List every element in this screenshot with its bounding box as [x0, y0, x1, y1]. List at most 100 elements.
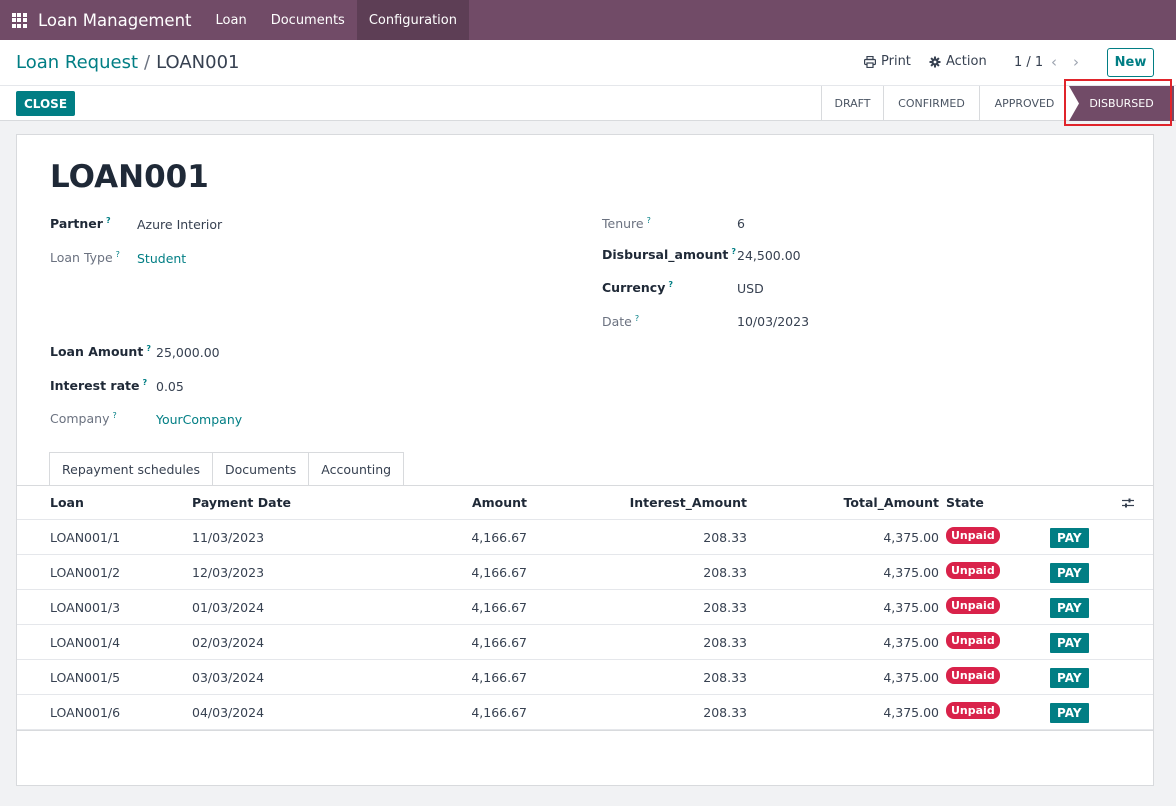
tab-documents[interactable]: Documents: [212, 452, 310, 486]
pay-button[interactable]: PAY: [1050, 633, 1089, 653]
cell-payment-date: 11/03/2023: [192, 529, 265, 545]
cell-loan: LOAN001/5: [50, 669, 121, 685]
cell-pay: PAY: [1050, 660, 1089, 694]
status-badge: Unpaid: [946, 631, 1000, 649]
cell-interest-amount: 208.33: [703, 634, 747, 650]
cell-total-amount: 4,375.00: [883, 704, 939, 720]
cell-interest-amount: 208.33: [703, 564, 747, 580]
company-value[interactable]: YourCompany: [156, 412, 243, 427]
repayment-table: Loan Payment Date Amount Interest_Amount…: [17, 486, 1153, 730]
status-badge: Unpaid: [946, 561, 1000, 579]
cell-payment-date: 12/03/2023: [192, 564, 265, 580]
apps-grid-icon[interactable]: [0, 0, 38, 40]
status-bar: DRAFT CONFIRMED APPROVED DISBURSED: [821, 86, 1174, 121]
cell-amount: 4,166.67: [471, 564, 527, 580]
cell-total-amount: 4,375.00: [883, 564, 939, 580]
record-title: LOAN001: [50, 159, 209, 195]
control-panel: Loan Request / LOAN001 Print Action 1 / …: [0, 40, 1176, 121]
col-payment-date[interactable]: Payment Date: [192, 495, 292, 510]
cell-state: Unpaid: [946, 695, 1000, 729]
breadcrumb: Loan Request / LOAN001: [16, 52, 239, 73]
printer-icon: [864, 55, 876, 68]
cell-state: Unpaid: [946, 660, 1000, 694]
cell-pay: PAY: [1050, 625, 1089, 659]
cell-loan: LOAN001/4: [50, 634, 121, 650]
status-badge: Unpaid: [946, 526, 1000, 544]
cell-total-amount: 4,375.00: [883, 634, 939, 650]
action-button[interactable]: Action: [929, 54, 987, 69]
table-row[interactable]: LOAN001/3 01/03/2024 4,166.67 208.33 4,3…: [17, 590, 1153, 625]
interest-rate-value[interactable]: 0.05: [156, 379, 184, 394]
cell-payment-date: 03/03/2024: [192, 669, 265, 685]
cell-loan: LOAN001/6: [50, 704, 121, 720]
cell-total-amount: 4,375.00: [883, 669, 939, 685]
currency-value[interactable]: USD: [737, 281, 764, 296]
pager-value[interactable]: 1 / 1: [1014, 55, 1044, 70]
status-badge: Unpaid: [946, 596, 1000, 614]
loan-amount-label: Loan Amount?: [50, 344, 151, 360]
stage-confirmed[interactable]: CONFIRMED: [883, 86, 979, 121]
cell-pay: PAY: [1050, 520, 1089, 554]
loan-amount-value[interactable]: 25,000.00: [156, 345, 220, 360]
chevron-right-icon[interactable]: ›: [1073, 53, 1079, 71]
table-row[interactable]: LOAN001/4 02/03/2024 4,166.67 208.33 4,3…: [17, 625, 1153, 660]
print-button[interactable]: Print: [864, 54, 911, 69]
cell-pay: PAY: [1050, 590, 1089, 624]
pay-button[interactable]: PAY: [1050, 598, 1089, 618]
cell-amount: 4,166.67: [471, 704, 527, 720]
tab-underline: [17, 485, 1153, 486]
disbursal-amount-label: Disbursal_amount?: [602, 247, 736, 263]
partner-label: Partner?: [50, 216, 111, 232]
cell-amount: 4,166.67: [471, 529, 527, 545]
breadcrumb-parent[interactable]: Loan Request: [16, 52, 139, 73]
cell-amount: 4,166.67: [471, 634, 527, 650]
cell-payment-date: 04/03/2024: [192, 704, 265, 720]
disbursal-amount-value[interactable]: 24,500.00: [737, 248, 801, 263]
table-row[interactable]: LOAN001/5 03/03/2024 4,166.67 208.33 4,3…: [17, 660, 1153, 695]
company-label: Company?: [50, 411, 117, 427]
cell-loan: LOAN001/2: [50, 564, 121, 580]
col-total-amount[interactable]: Total_Amount: [843, 495, 939, 510]
table-row[interactable]: LOAN001/1 11/03/2023 4,166.67 208.33 4,3…: [17, 520, 1153, 555]
table-header-row: Loan Payment Date Amount Interest_Amount…: [17, 486, 1153, 520]
app-name[interactable]: Loan Management: [38, 10, 192, 30]
tenure-value[interactable]: 6: [737, 216, 745, 231]
action-label: Action: [946, 54, 987, 69]
status-badge: Unpaid: [946, 701, 1000, 719]
menu-loan[interactable]: Loan: [215, 12, 247, 28]
cell-pay: PAY: [1050, 695, 1089, 729]
cell-pay: PAY: [1050, 555, 1089, 589]
pay-button[interactable]: PAY: [1050, 668, 1089, 688]
col-amount[interactable]: Amount: [471, 495, 527, 510]
pay-button[interactable]: PAY: [1050, 703, 1089, 723]
pay-button[interactable]: PAY: [1050, 528, 1089, 548]
menu-documents[interactable]: Documents: [270, 12, 345, 28]
cell-interest-amount: 208.33: [703, 669, 747, 685]
table-row[interactable]: LOAN001/6 04/03/2024 4,166.67 208.33 4,3…: [17, 695, 1153, 730]
col-loan[interactable]: Loan: [50, 495, 84, 510]
new-button[interactable]: New: [1107, 48, 1154, 77]
partner-value[interactable]: Azure Interior: [137, 217, 223, 232]
stage-approved[interactable]: APPROVED: [979, 86, 1069, 121]
breadcrumb-separator: /: [144, 52, 151, 73]
loan-type-value[interactable]: Student: [137, 251, 187, 266]
stage-draft[interactable]: DRAFT: [821, 86, 883, 121]
cell-interest-amount: 208.33: [703, 529, 747, 545]
pay-button[interactable]: PAY: [1050, 563, 1089, 583]
cell-payment-date: 01/03/2024: [192, 599, 265, 615]
sliders-icon[interactable]: [1121, 486, 1135, 519]
cell-interest-amount: 208.33: [703, 599, 747, 615]
cell-amount: 4,166.67: [471, 599, 527, 615]
menu-configuration[interactable]: Configuration: [356, 0, 469, 40]
tab-accounting[interactable]: Accounting: [308, 452, 405, 486]
chevron-left-icon[interactable]: ‹: [1051, 53, 1057, 71]
col-interest-amount[interactable]: Interest_Amount: [629, 495, 747, 510]
col-state[interactable]: State: [946, 495, 984, 510]
tab-repayment-schedules[interactable]: Repayment schedules: [49, 452, 214, 486]
currency-label: Currency?: [602, 280, 673, 296]
cell-interest-amount: 208.33: [703, 704, 747, 720]
close-button[interactable]: CLOSE: [16, 91, 75, 116]
date-value[interactable]: 10/03/2023: [737, 314, 810, 329]
table-row[interactable]: LOAN001/2 12/03/2023 4,166.67 208.33 4,3…: [17, 555, 1153, 590]
stage-disbursed[interactable]: DISBURSED: [1069, 86, 1174, 121]
